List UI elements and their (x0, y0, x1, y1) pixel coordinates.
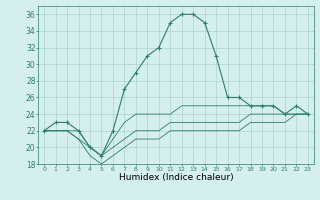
X-axis label: Humidex (Indice chaleur): Humidex (Indice chaleur) (119, 173, 233, 182)
